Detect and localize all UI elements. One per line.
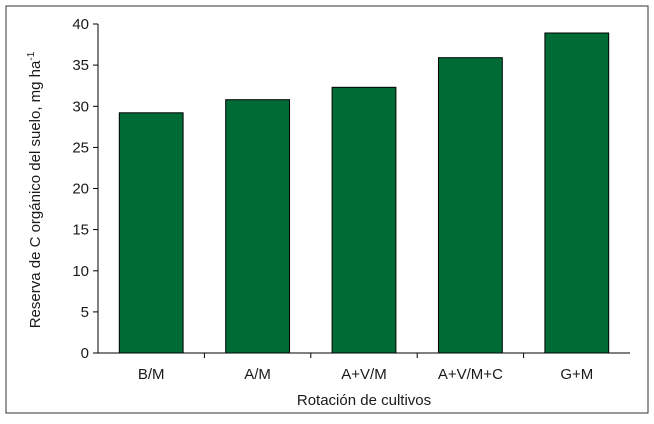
- chart-frame: [5, 5, 649, 414]
- x-tick-label-1: A/M: [244, 366, 271, 383]
- y-tick-label-3: 15: [72, 222, 89, 239]
- bars-layer: [118, 32, 610, 354]
- y-tick-label-2: 10: [72, 263, 89, 280]
- y-tick-label-0: 0: [81, 345, 89, 362]
- y-tick-label-8: 40: [72, 16, 89, 33]
- bar-4: [544, 32, 610, 354]
- bar-0: [118, 112, 184, 354]
- y-tick-label-7: 35: [72, 57, 89, 74]
- bar-1: [225, 99, 290, 354]
- y-ticks: 0 5 10 15 20 25 30 35 40: [72, 16, 98, 362]
- x-tick-label-2: A+V/M: [341, 366, 386, 383]
- y-tick-label-4: 20: [72, 181, 89, 198]
- x-ticks: B/M A/M A+V/M A+V/M+C G+M: [138, 353, 593, 383]
- y-tick-label-1: 5: [81, 304, 89, 321]
- x-tick-label-0: B/M: [138, 366, 165, 383]
- x-tick-label-4: G+M: [560, 366, 593, 383]
- x-tick-label-3: A+V/M+C: [438, 366, 503, 383]
- y-tick-label-6: 30: [72, 98, 89, 115]
- bar-2: [331, 86, 397, 354]
- bar-3: [438, 57, 503, 354]
- y-axis-title-superscript: -1: [26, 51, 37, 60]
- y-axis-title-main: Reserva de C orgánico del suelo, mg ha: [27, 60, 44, 328]
- y-axis-title: Reserva de C orgánico del suelo, mg ha-1: [26, 51, 44, 328]
- x-axis-title: Rotación de cultivos: [297, 392, 431, 409]
- y-tick-label-5: 25: [72, 139, 89, 156]
